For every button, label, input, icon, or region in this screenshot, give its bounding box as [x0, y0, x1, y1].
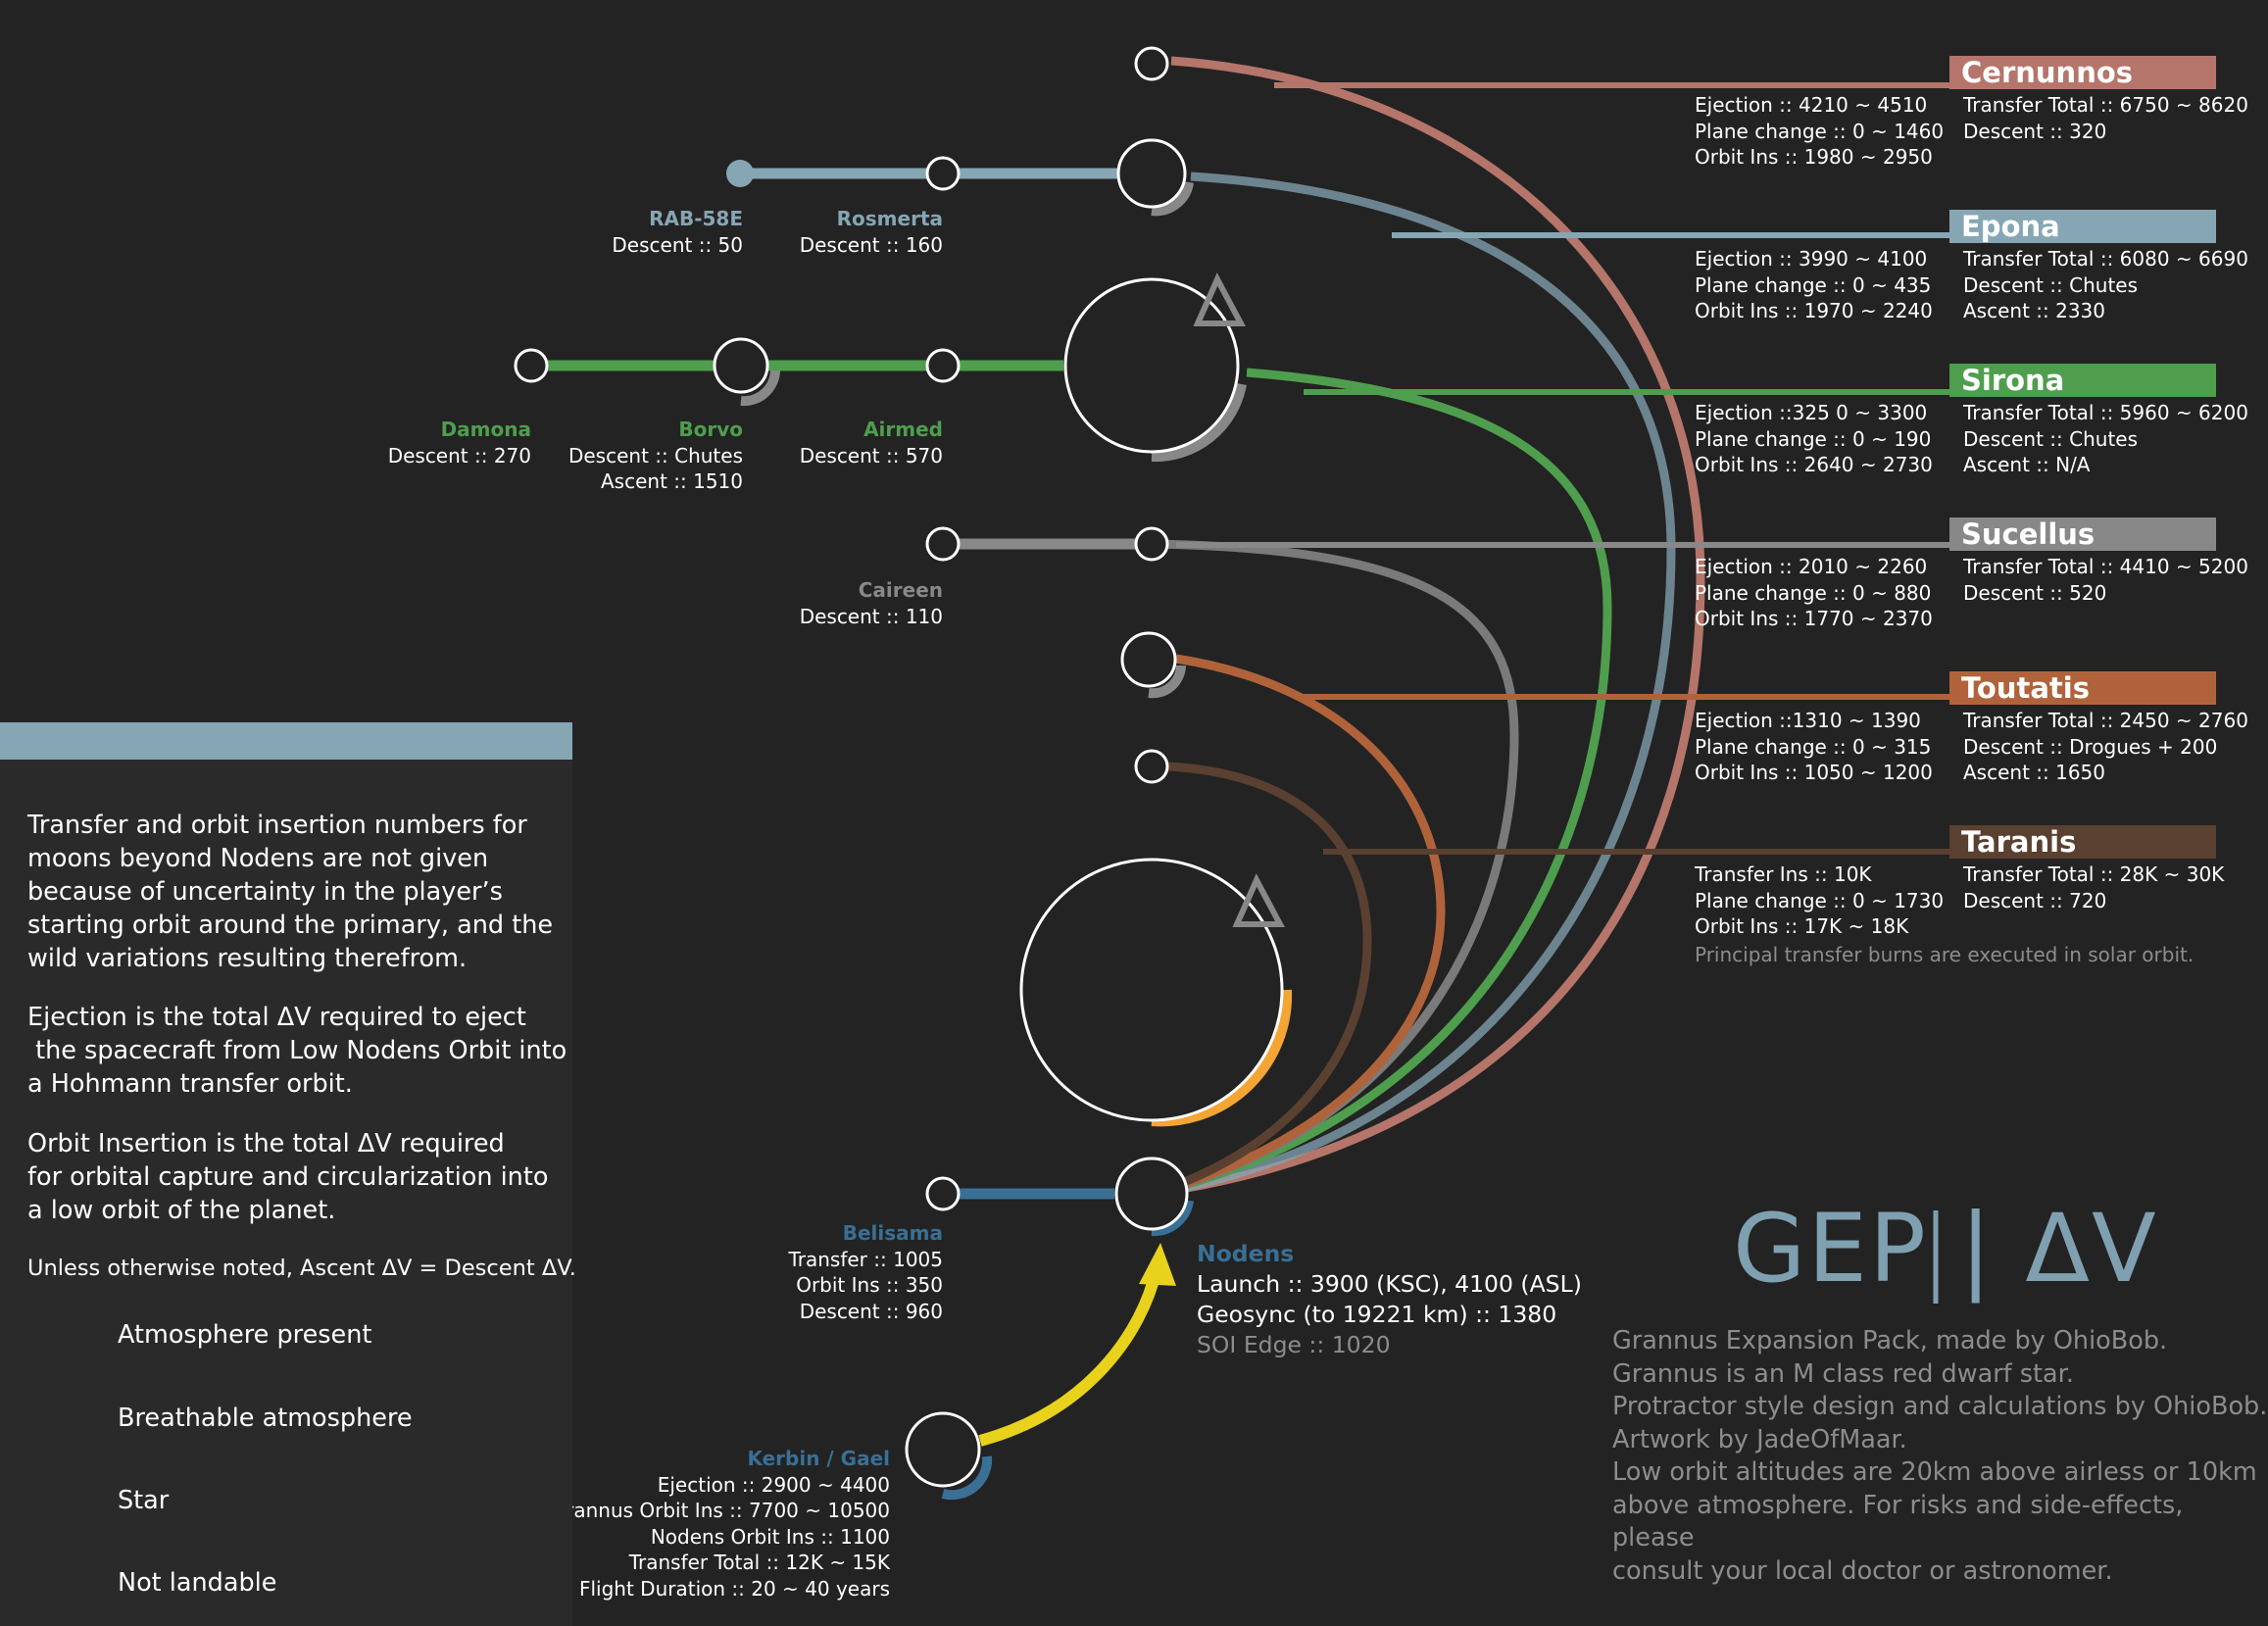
- body-cernunnos: [1134, 46, 1169, 81]
- atmo-arc-sirona: [1151, 383, 1247, 463]
- label-borvo: Borvo Descent :: Chutes Ascent :: 1510: [567, 418, 743, 493]
- body-toutatis: [1120, 631, 1177, 688]
- panel-para-3: Orbit Insertion is the total ΔV required…: [27, 1129, 549, 1225]
- arc-taranis: [1150, 762, 1372, 1199]
- label-belisama: Belisama Transfer :: 1005 Orbit Ins :: 3…: [788, 1221, 943, 1323]
- body-taranis: [1134, 749, 1169, 784]
- body-damona: [514, 348, 549, 383]
- info-sirona-left: Ejection ::325 0 ~ 3300 Plane change :: 0…: [1695, 401, 1933, 476]
- body-kerbin: [905, 1411, 981, 1488]
- label-airmed: Airmed Descent :: 570: [799, 418, 943, 468]
- info-sirona-right: Transfer Total :: 5960 ~ 6200 Descent :: …: [1963, 401, 2248, 476]
- info-epona-left: Ejection :: 3990 ~ 4100 Plane change :: 0…: [1695, 247, 1933, 322]
- info-sucellus-right: Transfer Total :: 4410 ~ 5200 Descent :: …: [1963, 555, 2248, 605]
- header-cernunnos: Cernunnos: [1949, 56, 2216, 89]
- label-caireen: Caireen Descent :: 110: [799, 578, 943, 628]
- label-rab58e: RAB-58E Descent :: 50: [612, 207, 743, 257]
- header-epona: Epona: [1949, 210, 2216, 243]
- legend-atmosphere-label: Atmosphere present: [118, 1320, 372, 1350]
- body-rosmerta: [925, 156, 961, 191]
- header-sirona: Sirona: [1949, 364, 2216, 397]
- transfer-arrowhead: [1139, 1243, 1176, 1286]
- body-rab58e: [726, 160, 754, 187]
- label-nodens: Nodens Launch :: 3900 (KSC), 4100 (ASL) …: [1197, 1240, 1582, 1358]
- body-airmed: [925, 348, 961, 383]
- taranis-note: Principal transfer burns are executed in…: [1695, 943, 2194, 966]
- panel-note: Unless otherwise noted, Ascent ΔV = Desc…: [27, 1256, 576, 1281]
- legend-star-label: Star: [118, 1486, 170, 1515]
- label-kerbin-gael: Kerbin / Gael Ejection :: 2900 ~ 4400 Gr…: [550, 1447, 890, 1601]
- star-arc-grannus: [1151, 989, 1293, 1127]
- label-rosmerta: Rosmerta Descent :: 160: [799, 207, 943, 257]
- header-taranis: Taranis: [1949, 825, 2216, 859]
- not-landable-icon: [1232, 873, 1285, 927]
- body-epona: [1116, 138, 1187, 209]
- panel-para-1: Transfer and orbit insertion numbers for…: [27, 811, 554, 973]
- header-sucellus: Sucellus: [1949, 517, 2216, 551]
- body-sirona: [1063, 277, 1240, 454]
- info-cernunnos-left: Ejection :: 4210 ~ 4510 Plane change :: 0…: [1695, 93, 1945, 169]
- page-title: GEP | ΔV: [1733, 1194, 2158, 1304]
- body-grannus: [1019, 858, 1284, 1122]
- info-sucellus-left: Ejection :: 2010 ~ 2260 Plane change :: 0…: [1695, 555, 1933, 630]
- info-toutatis-right: Transfer Total :: 2450 ~ 2760 Descent :: …: [1963, 709, 2248, 784]
- label-damona: Damona Descent :: 270: [387, 418, 531, 468]
- transfer-arrow: [978, 1267, 1162, 1447]
- info-cernunnos-right: Transfer Total :: 6750 ~ 8620 Descent :: …: [1963, 93, 2248, 143]
- atmo-arc-toutatis: [1148, 665, 1186, 699]
- info-epona-right: Transfer Total :: 6080 ~ 6690 Descent :: …: [1963, 247, 2248, 322]
- credits: Grannus Expansion Pack, made by OhioBob.…: [1612, 1326, 2268, 1586]
- atmo-arc-nodens: [1151, 1200, 1194, 1237]
- body-borvo: [713, 337, 769, 394]
- arc-toutatis: [1150, 654, 1446, 1199]
- info-taranis-right: Transfer Total :: 28K ~ 30K Descent :: 72…: [1963, 862, 2225, 912]
- header-toutatis: Toutatis: [1949, 671, 2216, 705]
- info-toutatis-left: Ejection ::1310 ~ 1390 Plane change :: 0 …: [1695, 709, 1933, 784]
- body-nodens: [1114, 1157, 1189, 1231]
- not-landable-icon: [1193, 272, 1246, 326]
- atmo-arc-borvo: [740, 370, 780, 407]
- legend-breathable-label: Breathable atmosphere: [118, 1404, 413, 1433]
- info-taranis-left: Transfer Ins :: 10K Plane change :: 0 ~ 1…: [1695, 862, 1945, 938]
- arc-sirona: [1150, 368, 1612, 1199]
- body-sucellus: [1134, 526, 1169, 562]
- atmo-arc-kerbin: [941, 1455, 993, 1501]
- legend-not-landable-label: Not landable: [118, 1568, 277, 1598]
- body-caireen: [925, 526, 961, 562]
- body-belisama: [925, 1176, 961, 1211]
- atmo-arc-epona: [1151, 181, 1194, 217]
- info-panel: [0, 760, 572, 1626]
- panel-header-band: [0, 722, 572, 760]
- arc-cernunnos: [1151, 56, 1705, 1199]
- panel-para-2: Ejection is the total ΔV required to eje…: [27, 1003, 567, 1099]
